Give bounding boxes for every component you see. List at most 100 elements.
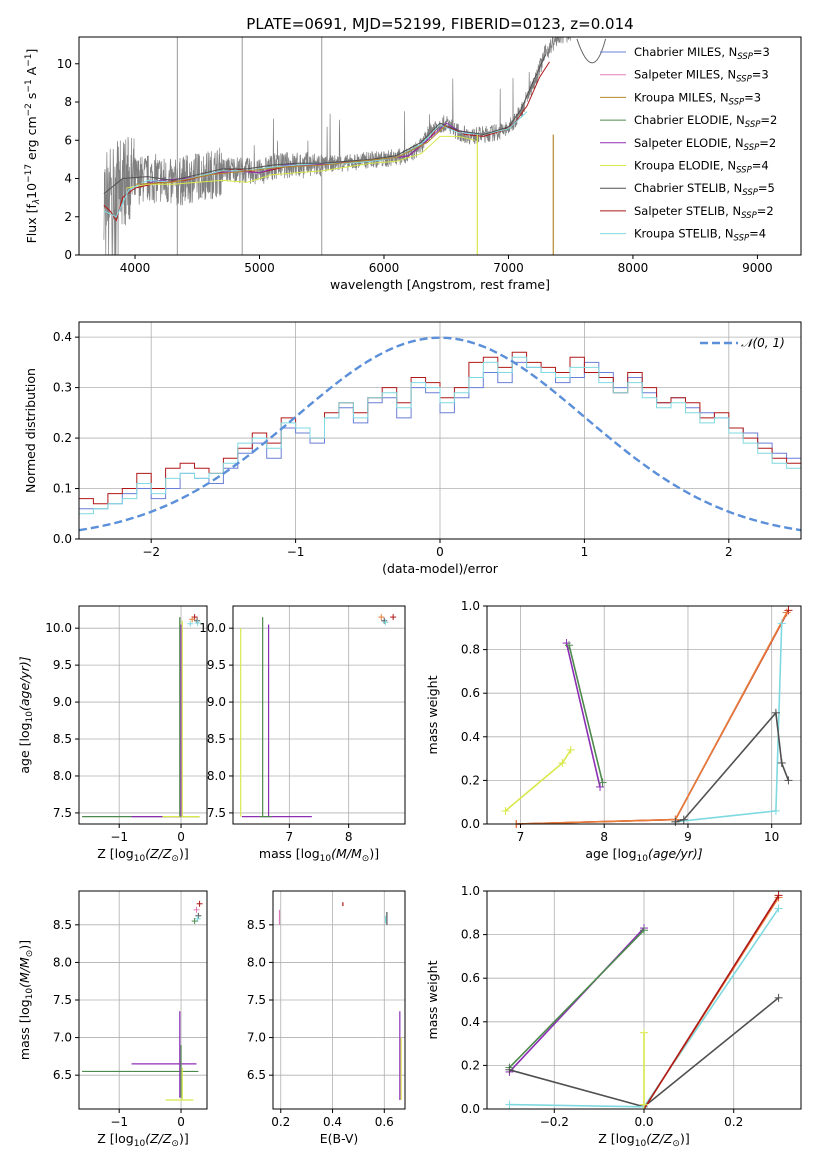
x-tick-label: 7: [286, 830, 294, 844]
legend-label: Salpeter STELIB, NSSP=2: [634, 204, 774, 221]
y-tick-label: 8.5: [53, 918, 72, 932]
label-text: Z [log: [598, 1131, 634, 1146]
legend-label: Salpeter ELODIE, NSSP=2: [634, 136, 776, 153]
label-script: 10: [25, 711, 35, 723]
legend-n: =2: [757, 204, 774, 218]
observed-spectrum: [103, 37, 571, 255]
y-tick-label: 0.8: [461, 928, 480, 942]
y-tick-label: 1.0: [461, 884, 480, 898]
label-script: ⊙: [171, 1139, 179, 1149]
x-tick-label: 5000: [244, 261, 275, 275]
legend-sub: SSP: [729, 97, 745, 107]
model-spectrum: [126, 135, 476, 189]
label-text: )]: [680, 1131, 690, 1146]
model-spectrum: [134, 124, 447, 185]
label-text: Z [log: [97, 846, 133, 861]
y-tick-label: 10.0: [199, 621, 226, 635]
y-tick-label: 2: [64, 210, 72, 224]
y-tick-label: 0.3: [53, 381, 72, 395]
y-axis-label: age [log10(age/yr)]: [17, 656, 35, 773]
spectrum-plot-area: [103, 37, 607, 255]
legend-n: =2: [760, 113, 777, 127]
x-axis-label: Z [log10(Z/Z⊙)]: [598, 1131, 689, 1149]
legend-sub: SSP: [742, 188, 758, 198]
y-tick-label: 6.5: [247, 1068, 266, 1082]
x-tick-label: 2: [725, 545, 733, 559]
x-tick-label: 0.2: [724, 1115, 743, 1129]
weight-line: [643, 894, 780, 1110]
y-tick-label: 0.0: [461, 817, 480, 831]
y-tick-label: 7.5: [247, 993, 266, 1007]
label-text: )]: [179, 1131, 189, 1146]
x-tick-label: 7000: [493, 261, 524, 275]
legend-n: =3: [744, 90, 761, 104]
x-axis-label: Z [log10(Z/Z⊙)]: [97, 1131, 188, 1149]
y-tick-label: 8.5: [53, 732, 72, 746]
legend-label: Chabrier STELIB, NSSP=5: [634, 181, 775, 198]
label-part: A: [24, 66, 39, 79]
y-tick-label: 9.0: [207, 695, 226, 709]
x-tick-label: 0.2: [271, 1115, 290, 1129]
plots: 4000 5000 6000 7000 8000 90000246810wavelengt…: [17, 36, 802, 1149]
y-tick-label: 8.5: [247, 918, 266, 932]
label-text: (M/M: [17, 957, 32, 988]
axes-frame: [78, 36, 802, 256]
weight-line: [516, 612, 788, 825]
y-axis-label: mass weight: [425, 960, 440, 1039]
x-tick-label: 8000: [618, 261, 649, 275]
model-spectrum: [103, 53, 547, 195]
label-part: −1: [24, 79, 34, 92]
x-tick-label: 10: [764, 830, 779, 844]
legend-sub: SSP: [737, 52, 753, 62]
axes-frame: [232, 605, 406, 825]
label-part: s: [24, 93, 39, 104]
y-axis-label: Flux [fλ10−17 erg cm−2 s−1 A−1]: [24, 49, 42, 244]
legend-text: Kroupa ELODIE, N: [634, 159, 736, 173]
legend-text: Salpeter STELIB, N: [634, 204, 741, 218]
label-script: ⊙: [171, 854, 179, 864]
label-text: mass [log: [259, 846, 320, 861]
y-tick-label: 9.0: [53, 695, 72, 709]
telluric-feature: [576, 38, 607, 64]
label-part: erg cm: [24, 116, 39, 164]
weight-line: [568, 645, 604, 783]
legend-text: Chabrier ELODIE, N: [634, 113, 745, 127]
x-tick-label: 0: [436, 545, 444, 559]
x-axis-label: mass [log10(M/M⊙)]: [259, 846, 379, 864]
legend-text: Salpeter MILES, N: [634, 68, 736, 82]
y-tick-label: 9.5: [207, 658, 226, 672]
weight-line: [565, 642, 601, 788]
y-tick-label: 0.4: [461, 1015, 480, 1029]
y-tick-label: 0.2: [53, 431, 72, 445]
legend-text: Chabrier MILES, N: [634, 45, 737, 59]
label-script: ⊙: [362, 854, 370, 864]
label-text: (Z/Z: [145, 1131, 172, 1146]
y-tick-label: 8: [64, 95, 72, 109]
label-part: −2: [24, 103, 34, 116]
x-axis-label: age [log10(age/yr)]: [585, 846, 702, 864]
label-part: −1: [24, 54, 34, 67]
x-axis-label: (data-model)/error: [382, 561, 499, 576]
label-script: 10: [134, 1139, 146, 1149]
label-text: (age/yr)]: [648, 846, 703, 861]
y-tick-label: 10.0: [45, 621, 72, 635]
legend-n: =5: [758, 181, 775, 195]
y-tick-label: 9.5: [53, 658, 72, 672]
y-axis-label: mass [log10(M/M⊙)]: [17, 940, 35, 1060]
legend-sub: SSP: [734, 234, 750, 244]
y-tick-label: 0.4: [461, 730, 480, 744]
y-tick-label: 10: [57, 57, 72, 71]
weight-line: [516, 610, 790, 825]
x-tick-label: 4000: [120, 261, 151, 275]
legend-label: Kroupa STELIB, NSSP=4: [634, 227, 766, 244]
label-script: 10: [25, 988, 35, 1000]
y-tick-label: 7.5: [53, 806, 72, 820]
y-tick-label: 6: [64, 133, 72, 147]
legend-sub: SSP: [736, 166, 752, 176]
legend-sub: SSP: [744, 143, 760, 153]
x-tick-label: −0.2: [540, 1115, 569, 1129]
y-tick-label: 7.5: [53, 993, 72, 1007]
y-tick-label: 1.0: [461, 599, 480, 613]
